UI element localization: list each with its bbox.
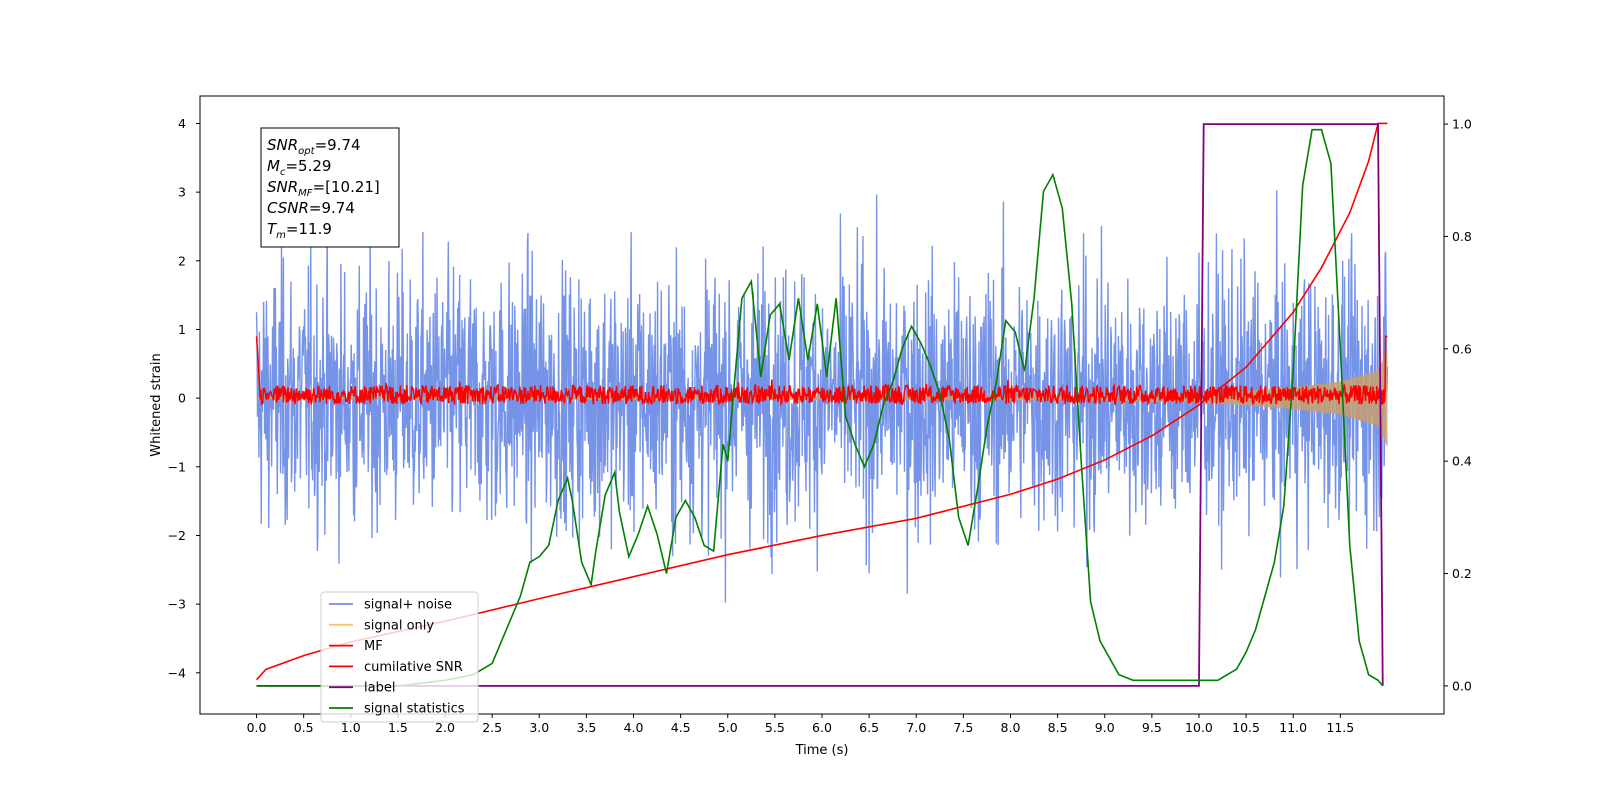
annotation-line: SNRopt=9.74 — [267, 136, 361, 157]
legend-label: label — [364, 681, 395, 696]
annotation-line: Tm=11.9 — [267, 220, 332, 241]
y-tick-label: −1 — [168, 459, 186, 474]
x-tick-label: 5.5 — [765, 720, 785, 735]
y-right-tick-label: 0.0 — [1452, 678, 1472, 693]
y-right-tick-label: 0.2 — [1452, 566, 1472, 581]
y-right-tick-label: 0.6 — [1452, 341, 1472, 356]
x-tick-label: 10.0 — [1185, 720, 1213, 735]
annotation-line: CSNR=9.74 — [267, 199, 355, 217]
y-tick-label: −4 — [168, 665, 186, 680]
legend-label: cumilative SNR — [364, 660, 463, 675]
y-tick-label: 4 — [178, 116, 186, 131]
y-right-tick-label: 0.8 — [1452, 229, 1472, 244]
annotation-frame — [260, 127, 400, 248]
x-tick-label: 0.5 — [294, 720, 314, 735]
series-signal-statistics-line — [256, 128, 1384, 687]
y-tick-label: −2 — [168, 528, 186, 543]
x-tick-label: 10.5 — [1232, 720, 1260, 735]
y-right-tick-label: 0.4 — [1452, 454, 1472, 469]
x-tick-label: 4.0 — [624, 720, 644, 735]
legend-frame — [320, 591, 479, 723]
series-label-line — [256, 123, 1384, 687]
series-signal-noise-line — [255, 190, 1389, 603]
y-right-tick-label: 1.0 — [1452, 117, 1472, 132]
y-tick-label: 1 — [178, 322, 186, 337]
legend-label: signal only — [364, 618, 434, 633]
x-tick-label: 3.5 — [576, 720, 596, 735]
x-tick-label: 1.0 — [341, 720, 361, 735]
x-tick-label: 6.5 — [859, 720, 879, 735]
ticks-layer: 0.0 0.5 1.0 1.5 2.0 2.5 3.0 3.5 4.0 4.5 5.0 5.5 6.0 6… — [168, 116, 1472, 735]
x-tick-label: 1.5 — [388, 720, 408, 735]
legend: signal+ noise signal only MF cumilative SNR… — [320, 591, 479, 723]
x-tick-label: 3.0 — [529, 720, 549, 735]
x-tick-label: 0.0 — [247, 720, 267, 735]
annotation-line: Mc=5.29 — [267, 157, 331, 178]
annotation-line: SNRMF=[10.21] — [267, 178, 380, 199]
legend-label: signal+ noise — [364, 598, 452, 613]
x-tick-label: 11.0 — [1279, 720, 1307, 735]
y-tick-label: −3 — [168, 597, 186, 612]
x-tick-label: 4.5 — [671, 720, 691, 735]
stats-annotation-box: SNRopt=9.74Mc=5.29SNRMF=[10.21]CSNR=9.74… — [260, 127, 400, 248]
x-tick-label: 9.5 — [1142, 720, 1162, 735]
x-tick-label: 8.0 — [1001, 720, 1021, 735]
legend-label: MF — [364, 639, 383, 654]
series-layer — [255, 122, 1389, 687]
x-tick-label: 8.5 — [1048, 720, 1068, 735]
y-tick-label: 2 — [178, 253, 186, 268]
x-tick-label: 2.0 — [435, 720, 455, 735]
x-tick-label: 7.0 — [906, 720, 926, 735]
legend-label: signal statistics — [364, 702, 465, 717]
y-tick-label: 0 — [178, 391, 186, 406]
x-axis-label: Time (s) — [795, 743, 849, 758]
y-tick-label: 3 — [178, 185, 186, 200]
series-mf-line — [255, 335, 1388, 407]
x-tick-label: 11.5 — [1326, 720, 1354, 735]
x-tick-label: 2.5 — [482, 720, 502, 735]
y-axis-label: Whitened strain — [149, 353, 164, 456]
x-tick-label: 9.0 — [1095, 720, 1115, 735]
x-tick-label: 6.0 — [812, 720, 832, 735]
x-tick-label: 7.5 — [953, 720, 973, 735]
x-tick-label: 5.0 — [718, 720, 738, 735]
